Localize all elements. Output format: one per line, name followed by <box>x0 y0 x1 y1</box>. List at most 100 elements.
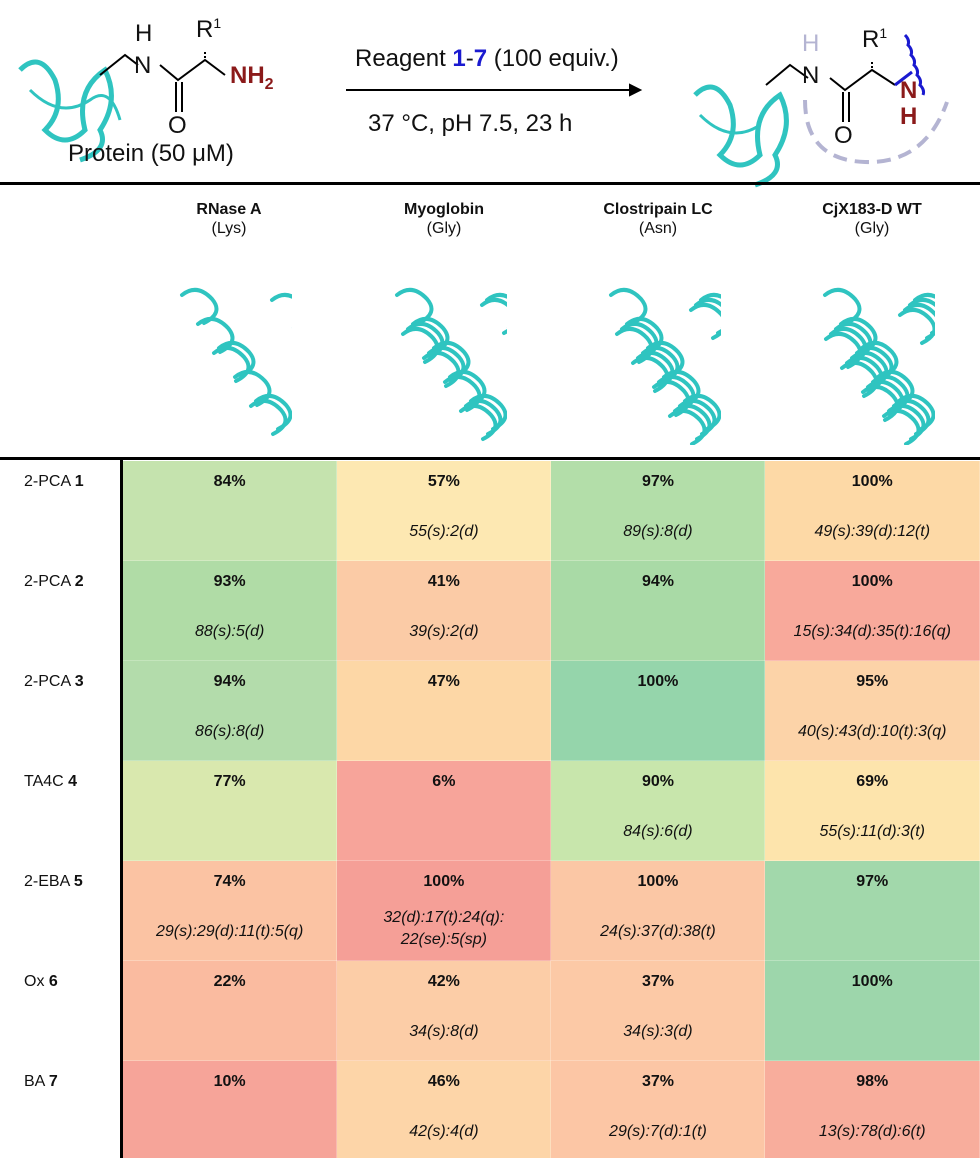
conversion-percent: 100% <box>637 673 679 690</box>
reagent-label: 2-PCA 3 <box>0 660 123 761</box>
result-cell: 46% 42(s):4(d) <box>336 1060 552 1158</box>
modification-distribution: 24(s):37(d):38(t) <box>600 923 716 940</box>
reagent-name: 2-EBA <box>24 872 74 890</box>
reagent-number: 5 <box>73 872 83 890</box>
result-cell: 100% <box>764 960 980 1061</box>
amine-label: NH2 <box>230 62 274 94</box>
reagent-name: 2-PCA <box>24 572 75 590</box>
reaction-scheme <box>18 33 949 188</box>
reagent-name: TA4C <box>24 772 69 790</box>
result-cell: 74% 29(s):29(d):11(t):5(q) <box>120 860 338 961</box>
column-header: Myoglobin (Gly) <box>337 200 551 238</box>
result-cell: 97% <box>764 860 980 961</box>
column-header: RNase A (Lys) <box>122 200 336 238</box>
product-amine-n: N <box>900 77 918 104</box>
conversion-percent: 94% <box>641 573 674 590</box>
conversion-percent: 94% <box>213 673 246 690</box>
conversion-percent: 84% <box>213 473 246 490</box>
reagent-number: 1 <box>74 472 84 490</box>
modification-distribution: 89(s):8(d) <box>623 523 693 540</box>
product-amine-h: H <box>900 103 918 130</box>
conversion-percent: 37% <box>641 1073 674 1090</box>
residue: (Lys) <box>211 220 247 237</box>
reagent-number: 2 <box>74 572 84 590</box>
modification-distribution: 84(s):6(d) <box>623 823 693 840</box>
modification-distribution: 55(s):11(d):3(t) <box>819 823 925 840</box>
h-atom: H <box>135 20 153 47</box>
product-r-group-label: R1 <box>862 25 887 54</box>
bonds-and-arrow <box>99 50 896 122</box>
modification-distribution: 15(s):34(d):35(t):16(q) <box>793 623 951 640</box>
result-cell: 37% 34(s):3(d) <box>550 960 766 1061</box>
result-cell: 84% <box>120 460 338 561</box>
conversion-percent: 6% <box>432 773 456 790</box>
reagent-label: BA 7 <box>0 1060 123 1158</box>
conversion-percent: 22% <box>213 973 246 990</box>
reagent-number: 7 <box>48 1072 58 1090</box>
reagent-label: 2-PCA 1 <box>0 460 123 561</box>
o-atom: O <box>168 112 187 139</box>
wavy-bond-icon <box>903 33 926 96</box>
modification-distribution: 39(s):2(d) <box>409 623 479 640</box>
table-row: BA 7 10% 46% 42(s):4(d) 37% 29(s):7(d):1(t) 98… <box>0 1060 980 1158</box>
modification-distribution: 86(s):8(d) <box>194 723 265 740</box>
result-cell: 100% 49(s):39(d):12(t) <box>764 460 980 561</box>
product-r-group: R <box>862 26 880 53</box>
reagent-dash: - <box>465 45 474 72</box>
r-group-label: R1 <box>196 15 221 44</box>
conversion-percent: 69% <box>856 773 889 790</box>
conversion-percent: 37% <box>641 973 674 990</box>
modification-distribution: 32(d):17(t):24(q): 22(se):5(sp) <box>383 909 505 948</box>
table-row: 2-PCA 2 93% 88(s):5(d) 41% 39(s):2(d) 94% 100%… <box>0 560 980 661</box>
conversion-percent: 10% <box>213 1073 246 1090</box>
protein-name: RNase A <box>196 201 262 218</box>
conversion-percent: 90% <box>641 773 674 790</box>
modification-distribution: 34(s):3(d) <box>623 1023 693 1040</box>
residue: (Gly) <box>426 220 462 237</box>
reagent-start: 1 <box>452 45 466 72</box>
reagent-name: 2-PCA <box>24 672 75 690</box>
reagent-bond <box>894 70 913 87</box>
conversion-percent: 74% <box>213 873 246 890</box>
amine-sub: 2 <box>264 75 274 93</box>
protein-structure-icon <box>395 287 507 441</box>
reagent-label: Ox 6 <box>0 960 123 1061</box>
table-row: 2-EBA 5 74% 29(s):29(d):11(t):5(q) 100% 32(d… <box>0 860 980 961</box>
reagent-name: Ox <box>24 972 49 990</box>
reagent-label: Reagent <box>355 45 453 72</box>
reagent-label: TA4C 4 <box>0 760 123 861</box>
r-group: R <box>196 16 214 43</box>
modification-distribution: 55(s):2(d) <box>409 523 479 540</box>
result-cell: 10% <box>120 1060 338 1158</box>
result-cell: 98% 13(s):78(d):6(t) <box>764 1060 980 1158</box>
protein-name: CjX183-D WT <box>822 201 922 218</box>
residue: (Asn) <box>638 220 678 237</box>
column-header: Clostripain LC (Asn) <box>551 200 765 238</box>
protein-structure-icon <box>823 287 935 445</box>
product-r-sup: 1 <box>879 25 888 41</box>
result-cell: 77% <box>120 760 338 861</box>
divider <box>0 182 980 185</box>
conversion-percent: 47% <box>427 673 460 690</box>
modification-distribution: 29(s):29(d):11(t):5(q) <box>155 923 304 940</box>
protein-name: Myoglobin <box>404 201 484 218</box>
result-cell: 69% 55(s):11(d):3(t) <box>764 760 980 861</box>
result-cell: 100% 32(d):17(t):24(q): 22(se):5(sp) <box>336 860 552 961</box>
n-atom: N <box>134 52 152 79</box>
conditions: 37 °C, pH 7.5, 23 h <box>368 110 573 137</box>
conversion-percent: 100% <box>423 873 465 890</box>
result-cell: 94% <box>550 560 766 661</box>
product-n-atom: N <box>802 62 820 89</box>
conversion-percent: 46% <box>427 1073 460 1090</box>
result-cell: 90% 84(s):6(d) <box>550 760 766 861</box>
result-cell: 100% <box>550 660 766 761</box>
result-cell: 100% 24(s):37(d):38(t) <box>550 860 766 961</box>
modification-distribution: 88(s):5(d) <box>194 623 265 640</box>
conversion-percent: 57% <box>427 473 460 490</box>
result-cell: 37% 29(s):7(d):1(t) <box>550 1060 766 1158</box>
result-cell: 57% 55(s):2(d) <box>336 460 552 561</box>
reagent-number: 3 <box>74 672 84 690</box>
conversion-percent: 98% <box>856 1073 889 1090</box>
